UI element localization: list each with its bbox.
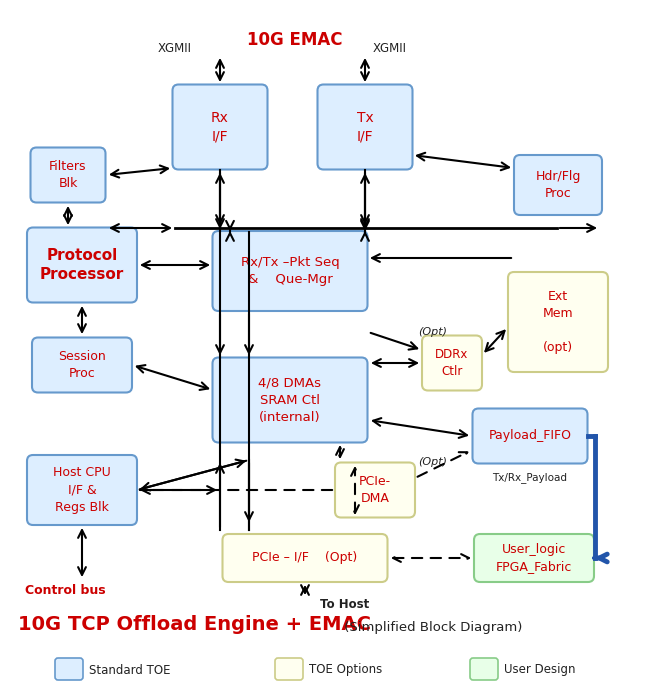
Text: Rx
I/F: Rx I/F (211, 111, 229, 144)
Text: (Opt): (Opt) (418, 327, 447, 337)
FancyBboxPatch shape (223, 534, 388, 582)
FancyBboxPatch shape (55, 658, 83, 680)
Text: Ext
Mem

(opt): Ext Mem (opt) (543, 290, 573, 354)
FancyBboxPatch shape (275, 658, 303, 680)
FancyBboxPatch shape (508, 272, 608, 372)
Text: Standard TOE: Standard TOE (89, 664, 171, 676)
Text: User_logic
FPGA_Fabric: User_logic FPGA_Fabric (496, 543, 572, 573)
Text: Rx/Tx –Pkt Seq
&    Que-Mgr: Rx/Tx –Pkt Seq & Que-Mgr (241, 256, 340, 286)
Text: Hdr/Flg
Proc: Hdr/Flg Proc (535, 170, 581, 200)
Text: (Opt): (Opt) (418, 457, 447, 467)
Text: Host CPU
I/F &
Regs Blk: Host CPU I/F & Regs Blk (53, 466, 111, 514)
Text: TOE Options: TOE Options (309, 664, 382, 676)
FancyBboxPatch shape (318, 85, 413, 169)
Text: Payload_FIFO: Payload_FIFO (488, 430, 571, 442)
FancyBboxPatch shape (212, 358, 367, 442)
Text: Session
Proc: Session Proc (58, 350, 106, 380)
Text: To Host: To Host (320, 598, 369, 611)
Text: User Design: User Design (504, 664, 575, 676)
FancyBboxPatch shape (173, 85, 267, 169)
FancyBboxPatch shape (472, 409, 587, 463)
Text: Protocol
Processor: Protocol Processor (40, 248, 124, 282)
Text: (Simplified Block Diagram): (Simplified Block Diagram) (340, 620, 522, 634)
Text: Filters
Blk: Filters Blk (49, 160, 87, 190)
Text: PCIe-
DMA: PCIe- DMA (359, 475, 391, 505)
FancyBboxPatch shape (474, 534, 594, 582)
Text: Tx/Rx_Payload: Tx/Rx_Payload (492, 472, 567, 483)
Text: 10G EMAC: 10G EMAC (247, 31, 343, 49)
Text: XGMII: XGMII (158, 41, 192, 55)
FancyBboxPatch shape (27, 228, 137, 302)
Text: 4/8 DMAs
SRAM Ctl
(internal): 4/8 DMAs SRAM Ctl (internal) (259, 377, 322, 424)
Text: DDRx
Ctlr: DDRx Ctlr (435, 348, 468, 378)
Text: PCIe – I/F    (Opt): PCIe – I/F (Opt) (252, 552, 358, 564)
FancyBboxPatch shape (30, 148, 105, 202)
FancyBboxPatch shape (335, 463, 415, 517)
FancyBboxPatch shape (470, 658, 498, 680)
FancyBboxPatch shape (514, 155, 602, 215)
Text: XGMII: XGMII (373, 41, 407, 55)
FancyBboxPatch shape (27, 455, 137, 525)
Text: Tx
I/F: Tx I/F (356, 111, 373, 144)
Text: Control bus: Control bus (25, 584, 105, 596)
FancyBboxPatch shape (422, 335, 482, 391)
FancyBboxPatch shape (32, 337, 132, 393)
FancyBboxPatch shape (212, 231, 367, 311)
Text: 10G TCP Offload Engine + EMAC: 10G TCP Offload Engine + EMAC (18, 615, 371, 634)
